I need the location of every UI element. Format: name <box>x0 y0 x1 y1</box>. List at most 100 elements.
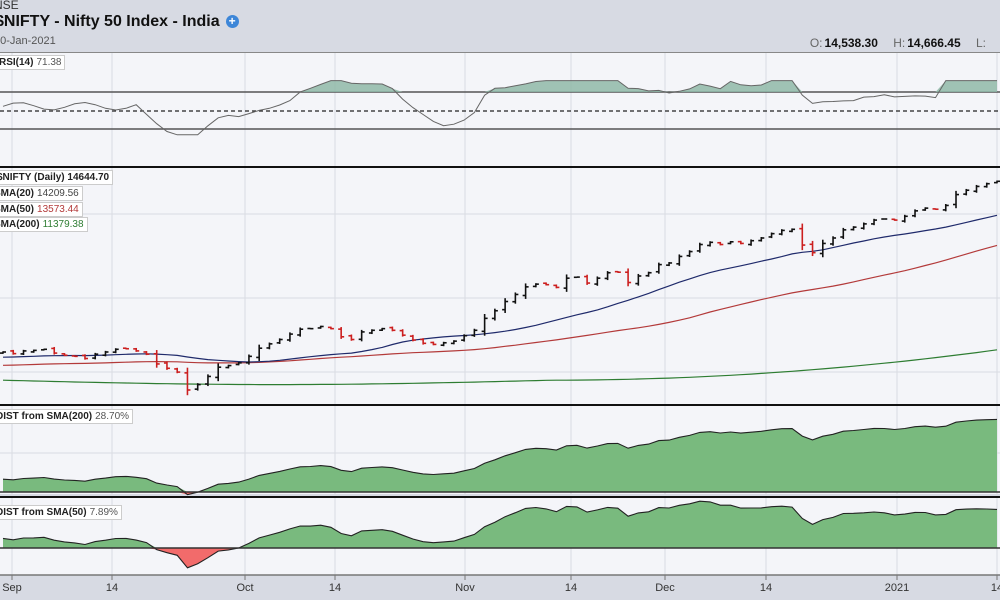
ohlc-bar <box>440 341 447 347</box>
ohlc-bar <box>379 327 386 332</box>
ohlc-bar <box>737 240 744 245</box>
ohlc-bar <box>399 329 406 337</box>
rsi-panel-bg <box>0 53 1000 166</box>
chart-canvas[interactable] <box>0 52 1000 600</box>
ohlc-bar <box>645 271 652 277</box>
low-key: L: <box>975 36 986 50</box>
ohlc-bar <box>71 355 78 358</box>
sma200-value: 11379.38 <box>42 219 84 230</box>
ohlc-bar <box>20 349 27 356</box>
symbol-title-text: $NIFTY - Nifty 50 Index - India <box>0 13 220 30</box>
ohlc-bar <box>573 276 580 279</box>
ohlc-bar <box>133 347 140 352</box>
ohlc-bar <box>256 344 263 361</box>
ohlc-bar <box>655 262 662 274</box>
price-name: $NIFTY (Daily) <box>0 172 65 183</box>
open-value: 14,538.30 <box>824 36 878 50</box>
ohlc-bar <box>143 351 150 356</box>
sma20-value: 14209.56 <box>37 188 79 199</box>
ohlc-bar <box>420 338 427 345</box>
xaxis-label: 14 <box>328 582 342 594</box>
ohlc-bar <box>481 313 488 336</box>
sma50-name: SMA(50) <box>0 204 35 215</box>
xaxis-label: Sep <box>2 582 22 594</box>
ohlc-bar <box>799 223 806 251</box>
ohl-values: O: 14,538.30 H: 14,666.45 L: <box>810 36 1000 50</box>
ohlc-bar <box>912 209 919 218</box>
xaxis-label: Oct <box>236 582 254 594</box>
ohlc-bar <box>850 226 857 231</box>
ohlc-bar <box>727 240 734 245</box>
exchange-label: NSE <box>0 0 19 12</box>
price-panel-bg <box>0 168 1000 404</box>
ohlc-bar <box>973 184 980 193</box>
ohlc-bar <box>830 236 837 246</box>
xaxis-label: 14 <box>990 582 1000 594</box>
ohlc-bar <box>963 188 970 196</box>
dist50-plot <box>0 500 1000 569</box>
ohlc-bar <box>953 190 960 209</box>
high-value: 14,666.45 <box>907 36 961 50</box>
ohlc-bar <box>522 283 529 299</box>
ohlc-bar <box>184 367 191 396</box>
ohlc-bar <box>532 283 539 288</box>
sma200-line <box>2 349 998 386</box>
ohlc-bar <box>307 327 314 330</box>
ohlc-bar <box>194 383 201 391</box>
sma50-value: 13573.44 <box>37 204 79 215</box>
ohlc-bar <box>809 240 816 257</box>
ohlc-bar <box>81 354 88 360</box>
ohlc-bar <box>881 218 888 220</box>
ohlc-bar <box>686 250 693 258</box>
dist200-legend: DIST from SMA(200) 28.70% <box>0 409 134 424</box>
ohlc-bar <box>153 350 160 368</box>
symbol-title: $NIFTY - Nifty 50 Index - India + <box>0 13 239 31</box>
dist50-legend: DIST from SMA(50) 7.89% <box>0 505 122 520</box>
ohlc-bar <box>389 326 396 332</box>
ohlc-bar <box>942 204 949 212</box>
dist50-name: DIST from SMA(50) <box>0 507 87 518</box>
xaxis-label: 2021 <box>884 582 910 594</box>
ohlc-bar <box>543 282 550 286</box>
sma200-name: SMA(200) <box>0 219 40 230</box>
ohlc-bar <box>317 325 324 329</box>
sma50-line <box>2 244 998 366</box>
ohlc-bar <box>461 334 468 342</box>
xaxis-label: Dec <box>655 582 675 594</box>
ohlc-bar <box>707 241 714 247</box>
plus-circle-icon[interactable]: + <box>225 15 239 28</box>
xaxis-bg <box>0 575 1000 600</box>
dist200-plot <box>0 418 1000 496</box>
ohlc-bar <box>614 270 621 274</box>
sma20-legend: SMA(20)14209.56 <box>0 186 83 201</box>
ohlc-bar <box>102 350 109 357</box>
ohlc-bar <box>625 268 632 287</box>
ohlc-bar <box>40 348 47 351</box>
ohlc-bar <box>778 229 785 236</box>
high-key: H: <box>893 36 906 50</box>
open-key: O: <box>809 36 823 50</box>
sma20-line <box>2 214 998 363</box>
ohlc-bar <box>840 227 847 239</box>
sma50-legend: SMA(50)13573.44 <box>0 202 83 217</box>
ohlc-bar <box>358 329 365 342</box>
ohlc-bar <box>61 353 68 357</box>
ohlc-bar <box>819 239 826 258</box>
ohlc-bar <box>512 292 519 304</box>
ohlc-bar <box>901 214 908 223</box>
xaxis-label: 14 <box>105 582 119 594</box>
ohlc-bar <box>696 242 703 253</box>
ohlc-bar <box>502 298 509 313</box>
ohlc-bar <box>348 334 355 341</box>
ohlc-bar <box>604 271 611 281</box>
ohlc-bar <box>553 284 560 289</box>
ohlc-bar <box>409 334 416 342</box>
ohlc-bar <box>594 276 601 286</box>
ohlc-bar <box>748 239 755 246</box>
ohlc-bar <box>860 222 867 230</box>
ohlc-bar <box>430 341 437 346</box>
ohlc-bar <box>471 328 478 337</box>
sma200-legend: SMA(200)11379.38 <box>0 217 88 232</box>
ohlc-bar <box>584 274 591 285</box>
ohlc-bar <box>768 232 775 239</box>
